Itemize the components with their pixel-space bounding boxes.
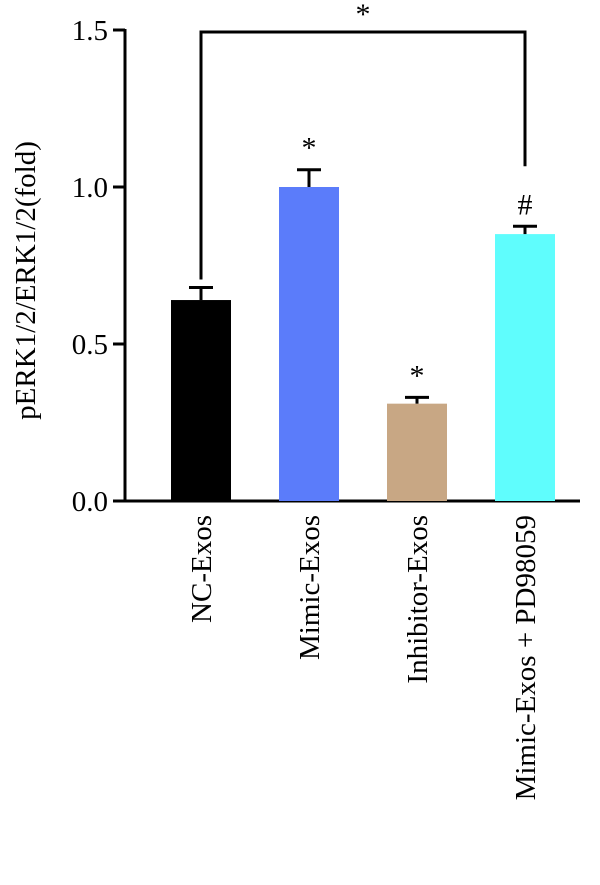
significance-marker: * (410, 359, 425, 392)
error-bar (297, 168, 321, 187)
category-labels: NC-Exos Mimic-Exos Inhibitor-Exos Mimic-Exo… (186, 515, 542, 800)
significance-marker: * (302, 132, 317, 165)
bar (387, 403, 447, 501)
bar (495, 234, 555, 501)
bar (171, 300, 231, 501)
y-tick-label: 0.5 (72, 329, 108, 361)
category-label: Mimic-Exos (294, 515, 326, 660)
significance-markers: * * # (302, 132, 533, 393)
bracket-line (199, 30, 527, 280)
category-label: Mimic-Exos + PD98059 (510, 515, 542, 800)
category-label: NC-Exos (186, 515, 218, 623)
bar (279, 187, 339, 501)
bracket-label: * (356, 0, 371, 31)
bars (171, 187, 555, 501)
error-bar (189, 285, 213, 301)
significance-bracket: * (199, 0, 527, 280)
category-label: Inhibitor-Exos (402, 515, 434, 684)
y-tick-label: 0.0 (72, 486, 108, 518)
error-bar (513, 224, 537, 235)
y-axis-title: pERK1/2/ERK1/2(fold) (10, 141, 42, 420)
error-bars (189, 168, 537, 404)
y-tick-label: 1.5 (72, 15, 108, 47)
y-ticks: 0.0 0.5 1.0 1.5 (72, 15, 125, 518)
significance-marker: # (518, 188, 533, 221)
error-bar (405, 395, 429, 404)
y-tick-label: 1.0 (72, 172, 108, 204)
